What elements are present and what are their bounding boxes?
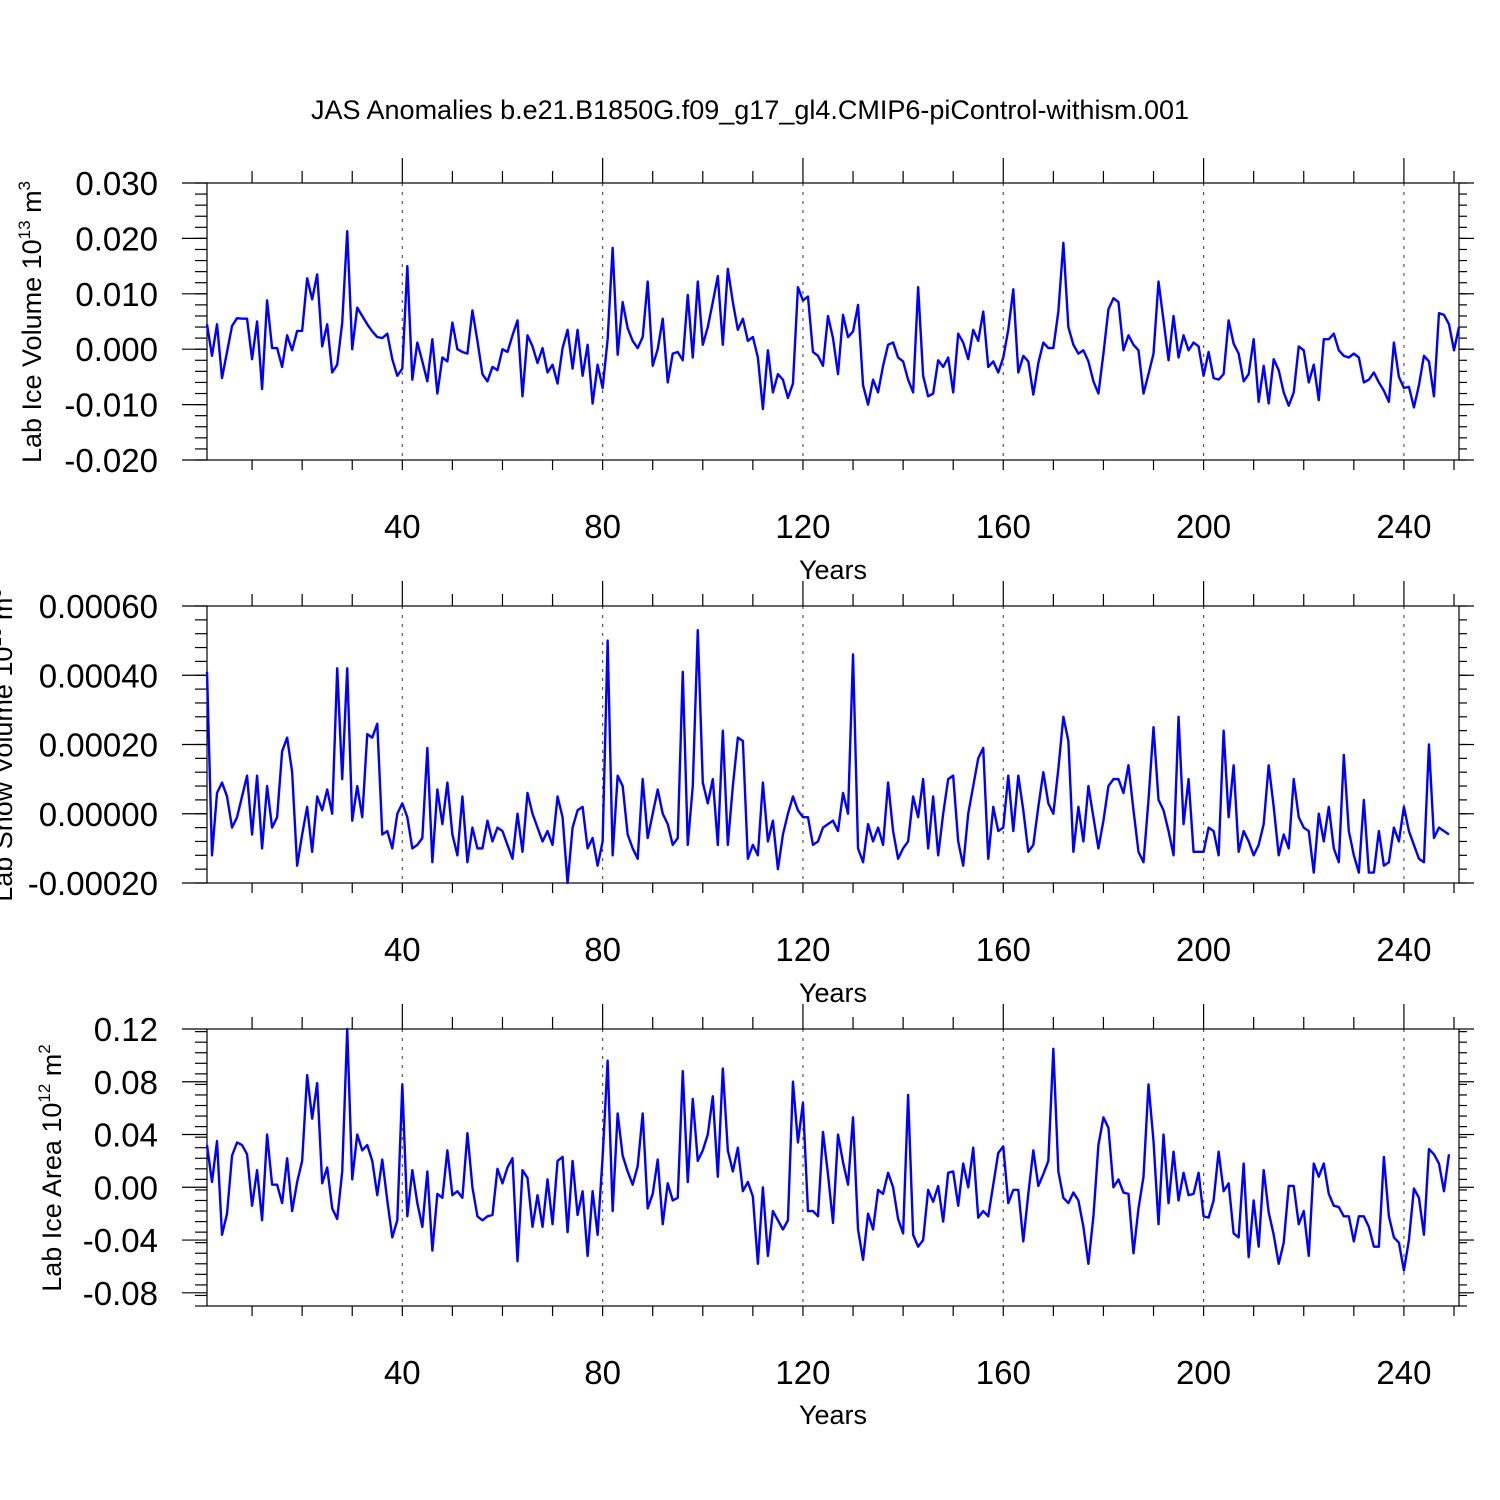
x-tick-label: 80 [584, 1354, 621, 1391]
x-tick-label: 240 [1376, 1354, 1431, 1391]
x-tick-labels: 40 80 120 160 200 240 [384, 931, 1431, 968]
series-line-lab-ice-area [205, 1027, 1451, 1272]
plot-frame [206, 1028, 1460, 1307]
y-tick-label: 0.12 [94, 1011, 158, 1048]
y-tick-label: 0.00 [94, 1169, 158, 1206]
y-tick-label: -0.08 [83, 1275, 158, 1312]
y-axis-title-unit-exponent: 3 [15, 181, 34, 190]
x-tick-label: 80 [584, 508, 621, 545]
x-tick-label: 80 [584, 931, 621, 968]
y-tick-label: 0.08 [94, 1064, 158, 1101]
y-tick-label: 0.04 [94, 1117, 158, 1154]
x-gridlines [401, 606, 1405, 883]
x-tick-label: 40 [384, 508, 421, 545]
x-gridlines [401, 1029, 1405, 1306]
y-axis-title-exponent: 13 [0, 628, 5, 647]
y-axis-title: Lab Ice Volume 1013 m3 [15, 181, 47, 463]
y-axis-title-text: Lab Snow Volume 10 [0, 647, 18, 902]
series-line-lab-ice-volume [205, 229, 1461, 411]
x-axis-title: Years [799, 1400, 867, 1430]
tick-marks [182, 1004, 1474, 1316]
panel-ice-area: -0.08 -0.04 0.00 0.04 0.08 0.12 40 80 120 160 200… [35, 1004, 1474, 1430]
y-tick-labels: -0.020 -0.010 0.000 0.010 0.020 0.030 [64, 165, 158, 479]
y-tick-label: -0.010 [64, 387, 158, 424]
y-axis-title: Lab Snow Volume 1013 m3 [0, 588, 18, 902]
y-axis-title-unit-exponent: 3 [0, 588, 5, 597]
series-line-lab-snow-volume [205, 629, 1450, 885]
x-axis-title: Years [799, 978, 867, 1008]
tick-marks [182, 581, 1474, 893]
plot-frame [206, 605, 1460, 884]
y-tick-labels: -0.00020 0.00000 0.00020 0.00040 0.00060 [28, 588, 158, 902]
y-tick-label: -0.020 [64, 442, 158, 479]
x-gridlines [401, 183, 1405, 460]
y-tick-label: 0.00000 [39, 796, 158, 833]
x-tick-label: 120 [775, 1354, 830, 1391]
y-tick-label: -0.04 [83, 1222, 158, 1259]
x-tick-label: 120 [775, 508, 830, 545]
y-axis-title-unit: m [17, 190, 47, 220]
y-tick-label: 0.010 [75, 276, 158, 313]
y-axis-title: Lab Ice Area 1012 m2 [35, 1044, 67, 1292]
x-axis-title: Years [799, 555, 867, 585]
y-tick-label: 0.020 [75, 220, 158, 257]
tick-marks [182, 158, 1474, 470]
x-tick-label: 160 [976, 931, 1031, 968]
y-axis-title-exponent: 13 [15, 220, 34, 239]
x-tick-label: 160 [976, 1354, 1031, 1391]
y-axis-title-unit-exponent: 2 [35, 1044, 54, 1053]
y-axis-title-text: Lab Ice Volume 10 [17, 239, 47, 463]
y-axis-title-exponent: 12 [35, 1084, 54, 1103]
x-tick-label: 200 [1176, 1354, 1231, 1391]
y-tick-label: 0.00060 [39, 588, 158, 625]
x-tick-label: 40 [384, 931, 421, 968]
y-axis-title-text: Lab Ice Area 10 [37, 1103, 67, 1292]
x-tick-label: 160 [976, 508, 1031, 545]
y-tick-labels: -0.08 -0.04 0.00 0.04 0.08 0.12 [83, 1011, 158, 1312]
x-tick-label: 200 [1176, 931, 1231, 968]
y-tick-label: 0.00040 [39, 657, 158, 694]
x-tick-label: 120 [775, 931, 830, 968]
chart-title: JAS Anomalies b.e21.B1850G.f09_g17_gl4.C… [311, 95, 1189, 125]
y-tick-label: -0.00020 [28, 865, 158, 902]
x-tick-labels: 40 80 120 160 200 240 [384, 508, 1431, 545]
plot-frame [206, 182, 1460, 461]
panel-snow-volume: -0.00020 0.00000 0.00020 0.00040 0.00060 40 8… [0, 581, 1474, 1008]
x-tick-label: 40 [384, 1354, 421, 1391]
x-tick-label: 240 [1376, 931, 1431, 968]
x-tick-label: 200 [1176, 508, 1231, 545]
panel-ice-volume: -0.020 -0.010 0.000 0.010 0.020 0.030 40 80 120… [15, 158, 1474, 585]
x-tick-labels: 40 80 120 160 200 240 [384, 1354, 1431, 1391]
x-tick-label: 240 [1376, 508, 1431, 545]
y-tick-label: 0.00020 [39, 727, 158, 764]
y-axis-title-unit: m [37, 1054, 67, 1084]
y-tick-label: 0.000 [75, 331, 158, 368]
y-axis-title-unit: m [0, 598, 18, 628]
y-tick-label: 0.030 [75, 165, 158, 202]
